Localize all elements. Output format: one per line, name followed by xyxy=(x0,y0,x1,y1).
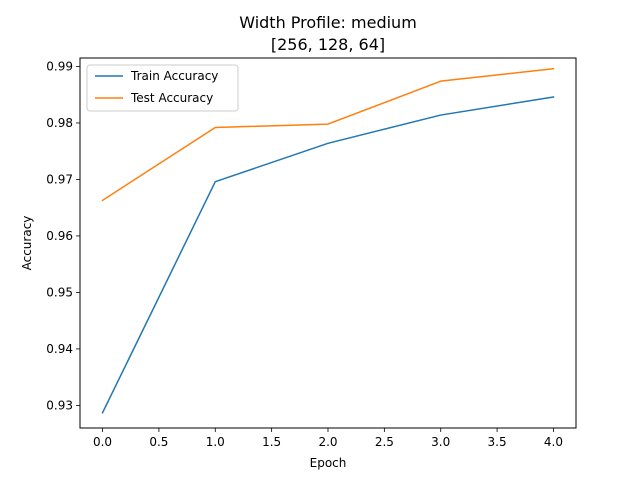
legend-box xyxy=(86,64,239,112)
y-tick-label: 0.94 xyxy=(46,342,73,356)
y-tick-label: 0.98 xyxy=(46,116,73,130)
x-tick-label: 4.0 xyxy=(544,435,563,449)
x-axis-ticks: 0.0 0.5 1.0 1.5 2.0 2.5 3.0 3.5 4.0 xyxy=(93,428,563,449)
y-axis-ticks: 0.93 0.94 0.95 0.96 0.97 0.98 0.99 xyxy=(46,59,80,412)
x-tick-label: 0.5 xyxy=(149,435,168,449)
legend-label-train: Train Accuracy xyxy=(130,69,218,83)
series-line-test xyxy=(101,67,555,202)
x-tick-label: 0.0 xyxy=(93,435,112,449)
legend-label-test: Test Accuracy xyxy=(130,91,213,105)
x-tick-label: 2.5 xyxy=(375,435,394,449)
y-tick-label: 0.95 xyxy=(46,285,73,299)
y-tick-label: 0.93 xyxy=(46,398,73,412)
y-tick-label: 0.97 xyxy=(46,172,73,186)
series-layer xyxy=(101,67,555,414)
series-line-train xyxy=(101,96,555,414)
y-axis-label: Accuracy xyxy=(20,216,34,271)
legend: Train Accuracy Test Accuracy xyxy=(86,64,239,112)
chart-title: Width Profile: medium xyxy=(239,13,417,32)
x-tick-label: 1.5 xyxy=(262,435,281,449)
y-tick-label: 0.99 xyxy=(46,59,73,73)
x-tick-label: 3.5 xyxy=(488,435,507,449)
x-axis-label: Epoch xyxy=(310,456,347,470)
x-tick-label: 1.0 xyxy=(206,435,225,449)
x-tick-label: 3.0 xyxy=(431,435,450,449)
y-tick-label: 0.96 xyxy=(46,229,73,243)
x-tick-label: 2.0 xyxy=(318,435,337,449)
chart-subtitle: [256, 128, 64] xyxy=(271,35,385,54)
